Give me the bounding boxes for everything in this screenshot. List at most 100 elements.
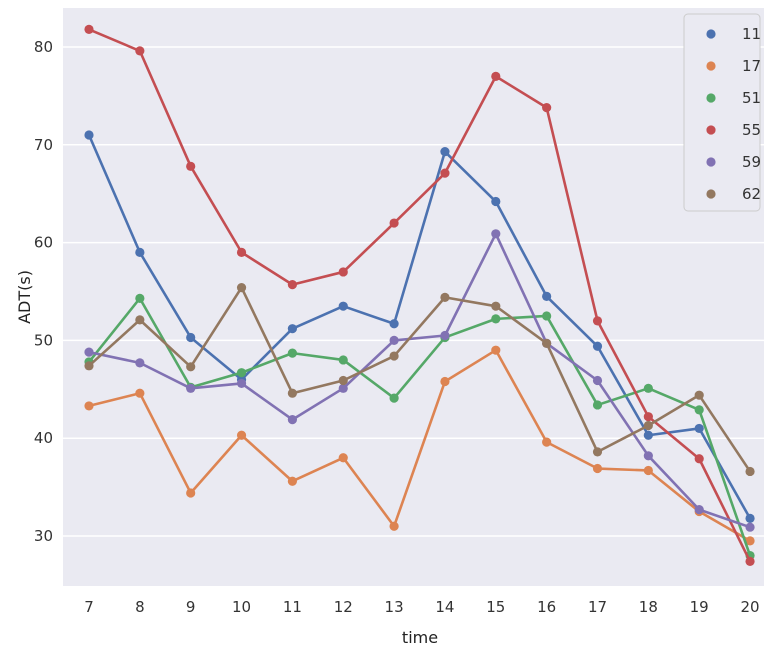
legend-marker xyxy=(706,189,716,199)
data-point xyxy=(491,345,501,355)
x-tick-labels: 7 8 9 10 11 12 13 14 15 16 17 18 19 20 xyxy=(84,598,759,616)
legend-box xyxy=(683,13,761,212)
data-point xyxy=(643,430,653,440)
data-point xyxy=(135,358,145,368)
data-point xyxy=(186,161,196,171)
data-point xyxy=(491,71,501,81)
data-point xyxy=(592,447,603,457)
legend-label: 62 xyxy=(742,185,761,203)
data-point xyxy=(643,420,653,431)
data-point xyxy=(338,453,348,463)
data-point xyxy=(694,423,704,434)
data-point xyxy=(542,311,552,321)
data-point xyxy=(745,466,755,477)
data-point xyxy=(745,556,755,567)
data-point xyxy=(84,347,94,357)
data-point xyxy=(236,247,247,257)
data-point xyxy=(135,247,145,257)
data-point xyxy=(135,388,145,398)
x-tick-label: 16 xyxy=(537,598,556,616)
y-tick-label: 50 xyxy=(34,331,53,349)
data-point xyxy=(440,330,450,341)
data-point xyxy=(643,451,653,461)
data-point xyxy=(338,267,348,277)
data-point xyxy=(338,383,348,393)
series-line xyxy=(87,134,752,520)
series-line xyxy=(88,232,751,529)
series-62 xyxy=(84,282,755,477)
data-point xyxy=(135,293,145,303)
x-tick-label: 7 xyxy=(84,598,94,616)
data-point xyxy=(745,536,755,546)
data-point xyxy=(592,400,603,410)
x-tick-label: 9 xyxy=(186,598,196,616)
data-point xyxy=(592,375,603,386)
data-point xyxy=(389,351,399,361)
x-tick-label: 15 xyxy=(486,598,505,616)
data-point xyxy=(491,196,501,207)
data-point xyxy=(287,388,297,398)
data-point xyxy=(338,355,348,365)
data-point xyxy=(745,522,755,532)
x-tick-label: 13 xyxy=(385,598,404,616)
data-point xyxy=(389,319,399,329)
y-tick-label: 30 xyxy=(34,527,53,545)
y-tick-label: 40 xyxy=(34,429,53,447)
x-tick-label: 8 xyxy=(135,598,145,616)
data-point xyxy=(287,280,297,290)
legend: 11 17 51 55 59 62 xyxy=(683,13,761,212)
data-point xyxy=(236,282,247,293)
data-point xyxy=(84,361,94,371)
legend-marker xyxy=(706,93,716,103)
data-point xyxy=(287,348,297,358)
data-point xyxy=(186,332,196,343)
data-point xyxy=(389,218,399,228)
data-point xyxy=(236,378,247,389)
data-point xyxy=(338,375,348,386)
data-point xyxy=(694,390,704,400)
data-point xyxy=(643,465,653,476)
legend-label: 11 xyxy=(742,25,761,43)
data-point xyxy=(643,383,653,393)
series-55 xyxy=(84,24,755,567)
legend-label: 51 xyxy=(742,89,761,107)
x-tick-label: 11 xyxy=(283,598,302,616)
x-tick-label: 18 xyxy=(639,598,658,616)
data-point xyxy=(542,103,552,113)
x-tick-label: 17 xyxy=(588,598,607,616)
series-line xyxy=(88,286,752,473)
data-point xyxy=(186,362,196,372)
data-point xyxy=(287,476,297,486)
y-tick-label: 60 xyxy=(34,234,53,252)
data-point xyxy=(694,504,704,515)
data-point xyxy=(135,315,145,325)
data-point xyxy=(694,454,704,464)
series-line xyxy=(88,348,751,543)
x-tick-label: 12 xyxy=(334,598,353,616)
data-point xyxy=(389,393,399,403)
data-point xyxy=(694,405,704,415)
x-tick-label: 14 xyxy=(435,598,454,616)
data-point xyxy=(440,376,450,387)
data-point xyxy=(338,301,348,311)
data-point xyxy=(287,324,297,334)
data-point xyxy=(542,437,552,447)
data-point xyxy=(287,415,297,425)
plot-background xyxy=(63,8,764,586)
series-group xyxy=(84,24,755,567)
data-point xyxy=(745,513,755,523)
series-line xyxy=(88,28,752,563)
x-tick-label: 20 xyxy=(741,598,760,616)
data-point xyxy=(186,383,196,393)
data-point xyxy=(542,338,552,348)
data-point xyxy=(592,316,603,326)
data-point xyxy=(135,46,145,56)
legend-label: 59 xyxy=(742,153,761,171)
data-point xyxy=(592,341,603,351)
x-tick-label: 19 xyxy=(690,598,709,616)
data-point xyxy=(84,401,94,411)
legend-label: 55 xyxy=(742,121,761,139)
data-point xyxy=(440,147,450,157)
data-point xyxy=(389,335,399,345)
